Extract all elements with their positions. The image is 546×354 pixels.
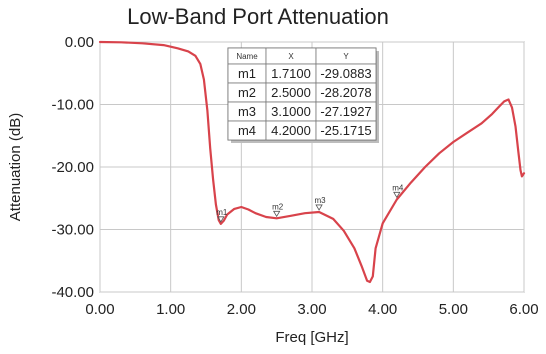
marker-table-cell-text: -25.1715 bbox=[320, 123, 371, 138]
marker-m3-label: m3 bbox=[315, 196, 327, 205]
y-tick-label: -20.00 bbox=[51, 159, 94, 176]
x-tick-label: 5.00 bbox=[439, 301, 468, 318]
marker-table-cell-text: m3 bbox=[238, 104, 256, 119]
marker-table-cell-text: 1.7100 bbox=[271, 66, 311, 81]
x-tick-label: 6.00 bbox=[509, 301, 538, 318]
y-tick-label: -30.00 bbox=[51, 222, 94, 239]
chart-title: Low-Band Port Attenuation bbox=[127, 4, 389, 29]
marker-table: Name X Ym1 1.7100 -29.0883 m2 2.5000 -28.2078 m3… bbox=[227, 47, 379, 143]
tick-labels: 0.00 1.00 2.00 3.00 4.00 5.00 6.00 0.00 -10.00 -2… bbox=[51, 34, 538, 318]
marker-table-cell-text: 2.5000 bbox=[271, 85, 311, 100]
y-tick-label: 0.00 bbox=[65, 34, 94, 51]
marker-m4-label: m4 bbox=[392, 183, 404, 192]
marker-m3-point bbox=[315, 204, 323, 211]
y-axis-label: Attenuation (dB) bbox=[7, 113, 24, 221]
y-tick-label: -10.00 bbox=[51, 97, 94, 114]
marker-m2-point bbox=[272, 210, 281, 218]
marker-table-cell-text: -29.0883 bbox=[320, 66, 371, 81]
marker-table-cell-text: 4.2000 bbox=[271, 123, 311, 138]
marker-table-header-text: X bbox=[288, 52, 294, 61]
marker-table-header-text: Name bbox=[236, 52, 258, 61]
x-tick-label: 0.00 bbox=[85, 301, 114, 318]
marker-table-cell-text: -27.1927 bbox=[320, 104, 371, 119]
marker-table-cell-text: 3.1000 bbox=[271, 104, 311, 119]
x-axis-label: Freq [GHz] bbox=[275, 329, 348, 346]
x-tick-label: 3.00 bbox=[297, 301, 326, 318]
x-tick-label: 1.00 bbox=[156, 301, 185, 318]
marker-table-cell-text: m1 bbox=[238, 66, 256, 81]
markers: m1 m2 m3 m4 bbox=[216, 183, 404, 223]
x-tick-label: 4.00 bbox=[368, 301, 397, 318]
marker-m2-label: m2 bbox=[272, 202, 284, 211]
marker-table-cell bbox=[315, 120, 377, 141]
y-tick-label: -40.00 bbox=[51, 284, 94, 301]
marker-m1-point bbox=[217, 216, 225, 223]
series-line bbox=[98, 40, 526, 284]
series-layer bbox=[98, 40, 526, 284]
marker-table-header-text: Y bbox=[343, 52, 349, 61]
marker-m4-point bbox=[393, 191, 401, 199]
marker-m1-label: m1 bbox=[216, 208, 228, 217]
marker-table-cell-text: -28.2078 bbox=[320, 85, 371, 100]
x-tick-label: 2.00 bbox=[227, 301, 256, 318]
marker-table-cell-text: m2 bbox=[238, 85, 256, 100]
marker-table-cell-text: m4 bbox=[238, 123, 256, 138]
